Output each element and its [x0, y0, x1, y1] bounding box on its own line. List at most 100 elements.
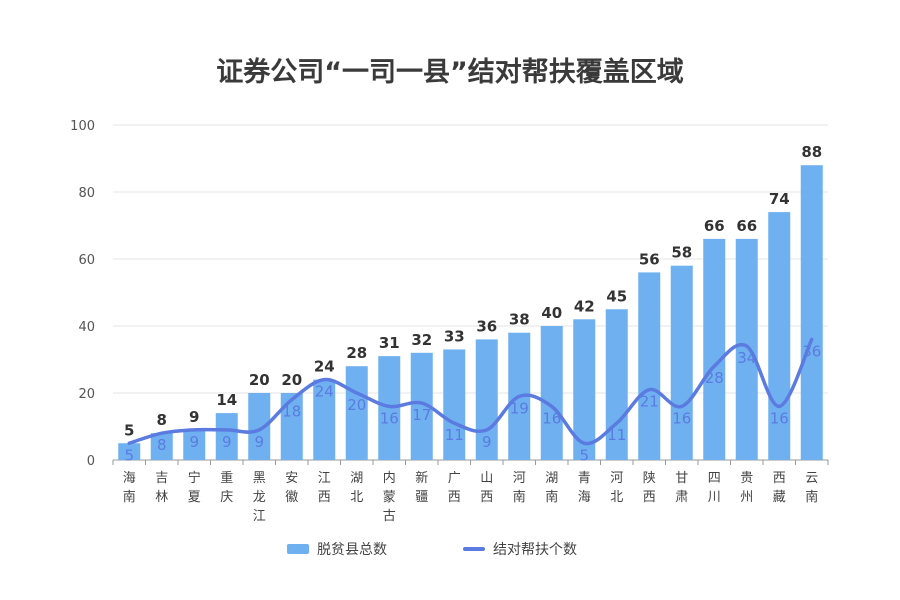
line-value-label: 24 — [315, 383, 334, 401]
bar-value-label: 45 — [606, 287, 627, 305]
bar — [768, 212, 791, 460]
x-category-label: 云 — [805, 471, 818, 486]
bar — [118, 443, 141, 460]
bar-value-label: 66 — [704, 217, 725, 235]
bar-value-label: 5 — [124, 421, 134, 439]
bar-value-label: 74 — [769, 190, 790, 208]
y-tick-label: 60 — [78, 253, 95, 268]
bar-value-label: 24 — [314, 358, 335, 376]
x-category-label: 安 — [285, 471, 298, 486]
line-value-label: 36 — [802, 342, 821, 360]
x-category-label: 南 — [123, 489, 136, 505]
x-category-label: 四 — [708, 471, 721, 486]
line-value-label: 9 — [189, 433, 199, 451]
bar-value-label: 40 — [541, 304, 562, 322]
y-tick-label: 20 — [78, 387, 95, 402]
chart-title: 证券公司“一司一县”结对帮扶覆盖区域 — [216, 57, 684, 88]
bar — [800, 165, 823, 460]
line-value-label: 5 — [579, 446, 589, 464]
x-category-label: 青 — [578, 471, 591, 486]
line-value-label: 16 — [380, 409, 399, 427]
x-category-label: 北 — [610, 490, 623, 505]
x-category-label: 西 — [480, 490, 493, 505]
x-category-label: 内 — [383, 470, 396, 486]
y-tick-label: 80 — [78, 186, 95, 201]
bar-value-label: 14 — [216, 391, 237, 409]
x-category-label: 南 — [805, 489, 818, 505]
bar-value-label: 32 — [411, 331, 432, 349]
bar — [540, 326, 563, 460]
x-category-label: 湖 — [350, 471, 363, 486]
bar — [670, 265, 693, 460]
x-category-label: 蒙 — [383, 490, 396, 505]
x-category-label: 西 — [318, 490, 331, 505]
line-value-label: 19 — [510, 399, 529, 417]
bar — [280, 393, 303, 460]
bar-value-label: 66 — [736, 217, 757, 235]
x-category-label: 南 — [545, 489, 558, 505]
bar-value-label: 33 — [444, 327, 465, 345]
bar-value-label: 9 — [189, 408, 199, 426]
x-category-label: 广 — [448, 471, 461, 486]
bar-value-label: 20 — [249, 371, 270, 389]
bar — [573, 319, 596, 460]
legend: 脱贫县总数 结对帮扶个数 — [0, 539, 900, 563]
bar-value-label: 28 — [346, 344, 367, 362]
bar — [150, 433, 173, 460]
x-category-label: 陕 — [643, 471, 656, 486]
line-value-label: 5 — [124, 446, 134, 464]
bar-value-label: 36 — [476, 317, 497, 335]
bar — [183, 429, 206, 460]
bar — [443, 349, 466, 460]
x-category-label: 河 — [513, 471, 526, 486]
bar — [313, 379, 336, 460]
line-value-label: 9 — [254, 433, 264, 451]
x-category-label: 龙 — [253, 490, 266, 505]
line-value-label: 34 — [737, 349, 756, 367]
x-category-label: 河 — [610, 471, 623, 486]
bar — [215, 413, 238, 460]
x-category-label: 甘 — [675, 471, 688, 486]
bar — [410, 352, 433, 460]
x-category-label: 宁 — [188, 470, 201, 486]
x-category-label: 海 — [123, 471, 136, 486]
x-category-label: 江 — [318, 471, 331, 486]
x-category-label: 南 — [513, 489, 526, 505]
line-value-label: 9 — [482, 433, 492, 451]
x-category-label: 肃 — [675, 490, 688, 505]
x-category-label: 疆 — [415, 490, 428, 505]
x-category-label: 徽 — [285, 490, 298, 505]
bar-value-label: 38 — [509, 311, 530, 329]
x-category-label: 重 — [220, 470, 233, 486]
bar-value-label: 42 — [574, 297, 595, 315]
bar — [703, 238, 726, 460]
bar-value-label: 8 — [157, 411, 167, 429]
x-category-label: 西 — [773, 471, 786, 486]
x-category-label: 山 — [480, 471, 493, 486]
legend-bar-label: 脱贫县总数 — [317, 542, 387, 558]
x-category-label: 西 — [643, 490, 656, 505]
x-category-label: 吉 — [155, 471, 168, 486]
line-value-label: 11 — [445, 426, 464, 444]
line-value-label: 20 — [347, 396, 366, 414]
legend-bar-swatch — [287, 544, 309, 554]
legend-line-label: 结对帮扶个数 — [493, 542, 577, 558]
bar-value-label: 58 — [671, 244, 692, 262]
bar — [248, 393, 271, 460]
x-category-label: 藏 — [773, 490, 786, 505]
line-series-path — [127, 337, 814, 446]
bar-value-label: 20 — [281, 371, 302, 389]
x-category-label: 北 — [350, 490, 363, 505]
x-category-label: 贵 — [740, 471, 753, 486]
x-category-label: 江 — [253, 509, 266, 524]
x-category-label: 黑 — [253, 471, 266, 486]
legend-item-line[interactable]: 结对帮扶个数 — [463, 539, 577, 559]
line-value-label: 11 — [607, 426, 626, 444]
legend-item-bars[interactable]: 脱贫县总数 — [287, 539, 387, 559]
bar-value-label: 56 — [639, 250, 660, 268]
line-value-label: 8 — [157, 436, 167, 454]
x-category-label: 湖 — [545, 471, 558, 486]
line-value-label: 16 — [770, 409, 789, 427]
line-value-label: 28 — [705, 369, 724, 387]
